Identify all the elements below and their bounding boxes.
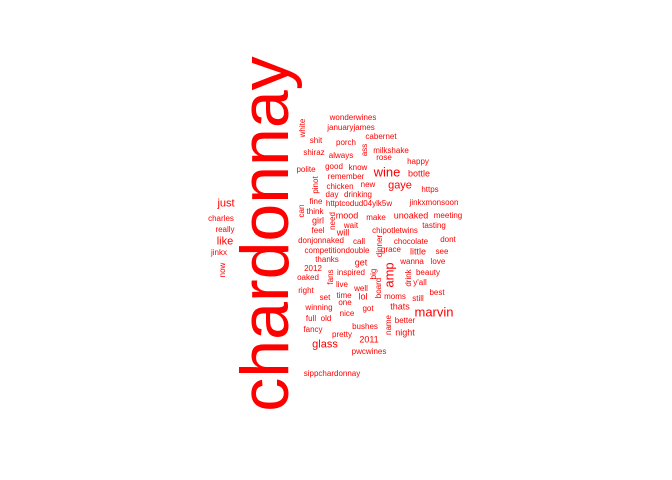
cloud-word: best [429, 288, 445, 297]
cloud-word: remember [327, 172, 365, 181]
cloud-word: really [215, 225, 235, 234]
cloud-word: lol [358, 291, 368, 302]
cloud-word: rose [376, 153, 392, 162]
cloud-word: jinkxmonsoon [409, 198, 459, 207]
cloud-word: fancy [303, 325, 323, 334]
cloud-word: shit [309, 136, 323, 145]
cloud-word: right [298, 286, 314, 295]
cloud-word: y'all [413, 278, 427, 287]
cloud-word: pinot [311, 176, 320, 194]
cloud-word: day [325, 190, 339, 199]
cloud-word: polite [296, 165, 316, 174]
cloud-word: well [354, 284, 368, 293]
cloud-word: time [336, 291, 352, 300]
cloud-word: sippchardonnay [303, 369, 361, 378]
cloud-word: wanna [400, 257, 424, 266]
cloud-word: get [354, 257, 368, 268]
cloud-word: happy [407, 157, 429, 166]
cloud-word: unoaked [393, 210, 429, 221]
cloud-word: chipotletwins [372, 226, 418, 235]
cloud-word: 2012 [304, 264, 322, 273]
cloud-word: live [335, 280, 349, 289]
cloud-word: beauty [415, 268, 441, 277]
cloud-word: porch [335, 138, 357, 147]
cloud-word: old [320, 314, 332, 323]
cloud-word: inspired [336, 268, 366, 277]
cloud-word: name [384, 314, 393, 336]
cloud-word: dont [440, 235, 456, 244]
cloud-word: always [328, 151, 354, 160]
cloud-word: grace [380, 245, 402, 254]
cloud-word: wonderwines [329, 113, 377, 122]
cloud-word: cabernet [365, 132, 397, 141]
cloud-word: donjonnaked [298, 236, 344, 245]
cloud-word: shiraz [303, 148, 325, 157]
cloud-word: feel [311, 226, 325, 235]
cloud-word: charles [208, 214, 234, 223]
cloud-word: wine [373, 164, 401, 180]
cloud-word: mood [335, 210, 359, 221]
cloud-word: new [360, 180, 376, 189]
cloud-word: januaryjames [327, 123, 375, 132]
cloud-word: girl [311, 215, 325, 226]
cloud-word: marvin [414, 304, 454, 320]
cloud-word: thats [390, 301, 410, 312]
cloud-word: one [338, 298, 352, 307]
cloud-word: set [319, 293, 331, 302]
cloud-word: better [394, 316, 416, 325]
cloud-word: chicken [326, 182, 354, 191]
cloud-word: glass [312, 338, 338, 351]
cloud-word: drink [404, 269, 413, 287]
cloud-word: little [409, 246, 427, 257]
cloud-word: pretty [331, 330, 353, 339]
cloud-word: oaked [297, 273, 319, 282]
cloud-word: ass [360, 143, 369, 157]
cloud-word: bushes [352, 322, 378, 331]
cloud-word: nice [339, 309, 355, 318]
cloud-word: just [217, 197, 235, 210]
cloud-word: can [297, 204, 306, 218]
cloud-word: drinking [343, 190, 373, 199]
cloud-word: got [362, 304, 374, 313]
cloud-word: httptcodud04ylk5w [325, 199, 393, 208]
cloud-word: fine [309, 197, 323, 206]
cloud-word: call [352, 237, 366, 246]
cloud-word: think [306, 207, 324, 216]
cloud-word: wait [343, 221, 359, 230]
cloud-word: competitiondouble [304, 246, 370, 255]
cloud-word: meeting [433, 211, 463, 220]
cloud-word: like [216, 235, 234, 248]
cloud-word: know [348, 163, 368, 172]
cloud-word: still [412, 294, 424, 303]
cloud-word: white [298, 118, 307, 138]
cloud-word: gaye [388, 179, 412, 192]
cloud-word: love [430, 257, 446, 266]
cloud-word: thanks [315, 255, 339, 264]
cloud-word: full [305, 314, 317, 323]
cloud-word: chocolate [393, 237, 429, 246]
cloud-word: good [325, 162, 343, 171]
cloud-word: milkshake [373, 146, 409, 155]
cloud-word: winning [305, 303, 333, 312]
cloud-word: board [374, 277, 383, 299]
cloud-word: moms [384, 292, 406, 301]
cloud-word: https [421, 185, 439, 194]
cloud-word: now [218, 262, 227, 278]
cloud-word: chardonnay [227, 56, 303, 412]
cloud-word: make [366, 213, 386, 222]
cloud-word: see [435, 247, 449, 256]
cloud-word: jinkx [210, 248, 228, 257]
cloud-word: will [336, 227, 350, 238]
cloud-word: pwcwines [351, 347, 387, 356]
cloud-word: amp [381, 262, 397, 288]
cloud-word: 2011 [359, 334, 379, 345]
cloud-word: bottle [407, 168, 431, 179]
cloud-word: fans [326, 269, 335, 285]
cloud-word: tasting [422, 221, 446, 230]
cloud-word: night [395, 327, 415, 338]
